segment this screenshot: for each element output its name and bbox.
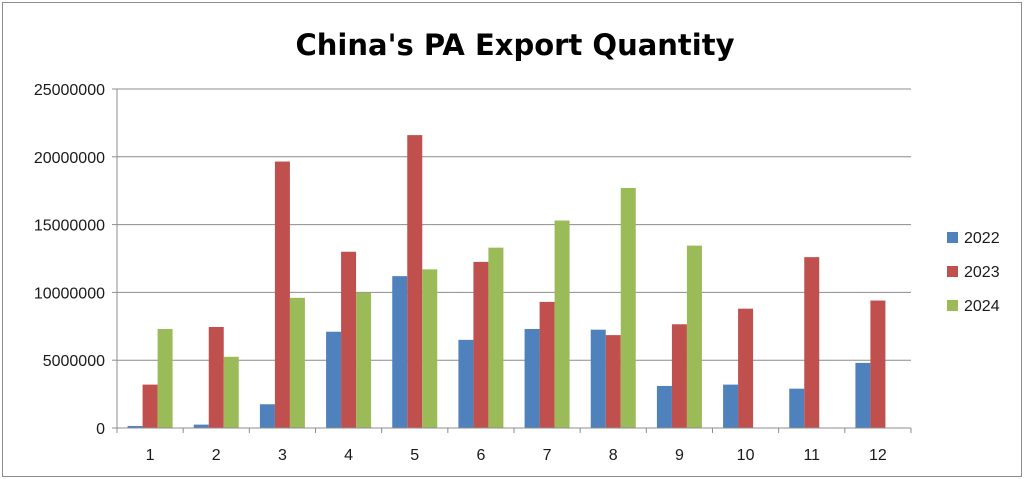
x-tick-label: 12 — [869, 447, 887, 464]
y-tick-label: 10000000 — [34, 285, 105, 302]
bar-2024-6 — [488, 247, 504, 428]
bar-2023-2 — [208, 326, 224, 428]
x-tick-label: 10 — [737, 447, 755, 464]
legend-swatch — [947, 232, 958, 243]
bar-chart: China's PA Export Quantity 0 5000000 10000… — [34, 28, 1000, 464]
bar-2022-5 — [392, 276, 408, 428]
legend-label: 2023 — [964, 264, 1000, 281]
chart-title: China's PA Export Quantity — [296, 28, 735, 62]
x-tick-label: 1 — [146, 447, 155, 464]
x-tick-label: 7 — [543, 447, 552, 464]
x-tick-label: 8 — [609, 447, 618, 464]
bar-2022-7 — [524, 329, 540, 428]
bars — [127, 135, 886, 428]
bar-2023-1 — [142, 384, 158, 428]
bar-2022-11 — [789, 388, 805, 428]
bar-2023-9 — [671, 324, 687, 428]
bar-2023-5 — [407, 135, 423, 428]
bar-2022-8 — [590, 329, 606, 428]
x-tick-label: 4 — [344, 447, 353, 464]
bar-2023-4 — [341, 251, 357, 428]
gridlines — [117, 88, 911, 361]
y-tick-label: 0 — [96, 421, 105, 438]
bar-2022-2 — [193, 424, 209, 428]
legend-label: 2022 — [964, 230, 1000, 247]
bar-2024-8 — [620, 187, 636, 428]
bar-2022-1 — [127, 425, 143, 428]
bar-2023-12 — [870, 300, 886, 428]
bar-2023-8 — [605, 335, 621, 428]
bar-2022-9 — [656, 385, 672, 428]
bar-2023-10 — [738, 308, 754, 428]
x-tick-label: 9 — [675, 447, 684, 464]
bar-2024-7 — [554, 220, 570, 428]
bar-2024-4 — [356, 292, 372, 428]
x-tick-label: 6 — [476, 447, 485, 464]
x-tick-label: 2 — [212, 447, 221, 464]
bar-2023-3 — [274, 161, 290, 428]
x-tick-label: 5 — [410, 447, 419, 464]
bar-2022-10 — [723, 384, 739, 428]
bar-2024-9 — [686, 245, 702, 428]
legend: 2022 2023 2024 — [947, 230, 1000, 315]
bar-2024-5 — [422, 269, 438, 428]
legend-swatch — [947, 266, 958, 277]
x-tick-label: 3 — [278, 447, 287, 464]
legend-swatch — [947, 300, 958, 311]
y-tick-label: 25000000 — [34, 82, 105, 99]
bar-2022-12 — [855, 362, 871, 428]
bar-2023-11 — [804, 257, 820, 428]
y-tick-label: 20000000 — [34, 150, 105, 167]
bar-2023-7 — [539, 301, 555, 428]
y-tick-label: 15000000 — [34, 218, 105, 235]
bar-2024-3 — [289, 297, 305, 428]
x-tick-label: 11 — [803, 447, 820, 464]
bar-2022-3 — [259, 404, 275, 428]
bar-2022-6 — [458, 339, 474, 428]
axes: 0 5000000 10000000 15000000 20000000 25000000… — [34, 82, 912, 464]
bar-2023-6 — [473, 261, 489, 428]
y-tick-label: 5000000 — [43, 353, 105, 370]
bar-2022-4 — [326, 331, 342, 428]
bar-2024-2 — [223, 356, 239, 428]
legend-label: 2024 — [964, 298, 1000, 315]
bar-2024-1 — [157, 329, 173, 428]
